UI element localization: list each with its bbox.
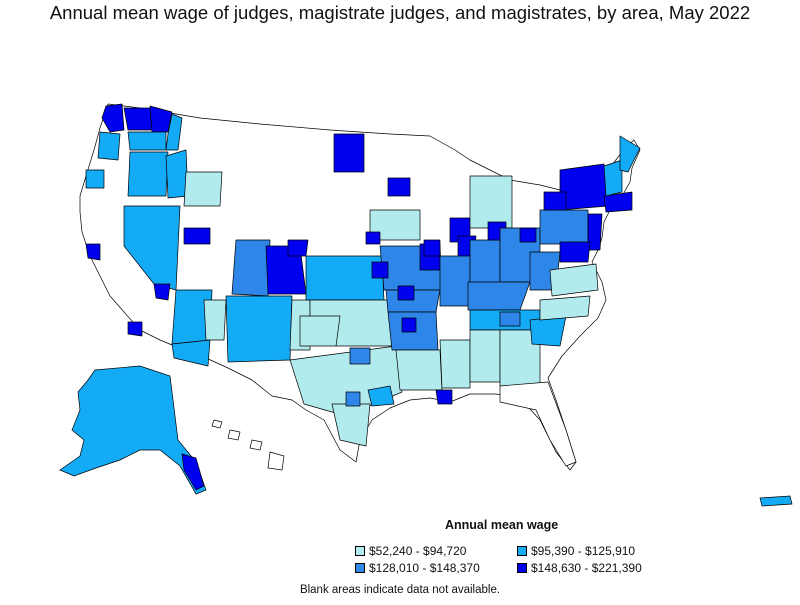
- region-ms: [439, 339, 471, 389]
- map-title: Annual mean wage of judges, magistrate j…: [49, 2, 751, 23]
- region-la: [395, 349, 443, 391]
- legend-swatch-tier2: [517, 546, 527, 556]
- legend-item-tier2: $95,390 - $125,910: [517, 544, 635, 558]
- region-tn-east: [499, 311, 521, 327]
- region-tx-houston: [367, 385, 395, 407]
- region-tx-dallas: [349, 347, 371, 365]
- region-co-west: [231, 239, 271, 297]
- region-ca-bay: [85, 243, 101, 261]
- blank-areas-note: Blank areas indicate data not available.: [299, 584, 501, 596]
- legend-label-tier3: $128,010 - $148,370: [369, 561, 480, 575]
- region-la-neworleans: [435, 389, 453, 405]
- region-tx-sanantonio: [345, 391, 361, 407]
- region-wa-east: [165, 113, 183, 151]
- legend-item-tier3: $128,010 - $148,370: [355, 561, 480, 575]
- region-me: [619, 135, 641, 173]
- legend-item-tier1: $52,240 - $94,720: [355, 544, 466, 558]
- region-wa-seattle: [123, 107, 153, 131]
- legend-label-tier4: $148,630 - $221,390: [531, 561, 642, 575]
- region-nc: [539, 295, 591, 321]
- region-ky: [467, 281, 531, 311]
- region-wa-west: [101, 103, 125, 133]
- region-wa-north: [149, 105, 173, 133]
- region-vt-nh: [603, 159, 623, 197]
- region-wa-central: [127, 131, 167, 151]
- region-sc: [529, 315, 567, 347]
- legend-swatch-tier4: [517, 563, 527, 573]
- region-md: [559, 241, 591, 263]
- puerto-rico: [759, 495, 793, 507]
- region-nv-south: [153, 283, 171, 301]
- region-co-central: [287, 239, 309, 257]
- region-ar-central: [401, 317, 417, 333]
- legend-label-tier1: $52,240 - $94,720: [369, 544, 467, 558]
- region-il: [439, 255, 471, 307]
- region-mo-sw: [397, 285, 415, 301]
- legend-swatch-tier3: [355, 563, 365, 573]
- region-pa: [539, 209, 589, 245]
- region-oh-cleveland: [519, 227, 537, 243]
- legend-label-tier2: $95,390 - $125,910: [531, 544, 636, 558]
- region-ca-la: [127, 321, 143, 337]
- region-ne-omaha: [365, 231, 381, 245]
- hawaii-maui: [249, 439, 263, 451]
- hawaii-kauai: [211, 419, 223, 429]
- region-mo-kc: [371, 261, 389, 279]
- region-or-coast: [97, 131, 121, 161]
- region-nd-east: [333, 133, 365, 173]
- legend-swatch-tier1: [355, 546, 365, 556]
- hawaii-oahu: [227, 429, 241, 441]
- region-ia: [369, 209, 421, 241]
- region-nm: [225, 295, 293, 363]
- region-fl: [499, 381, 577, 467]
- legend-item-tier4: $148,630 - $221,390: [517, 561, 642, 575]
- region-mn: [387, 177, 411, 197]
- region-ny-west: [543, 191, 567, 211]
- region-nj: [587, 213, 603, 251]
- region-id-south: [183, 171, 223, 207]
- region-az-east: [203, 299, 227, 341]
- region-or-south: [85, 169, 105, 189]
- region-ny: [559, 163, 609, 211]
- alaska-main: [59, 365, 207, 495]
- region-mi: [469, 175, 513, 229]
- region-al: [469, 329, 501, 383]
- region-ct-ma: [603, 191, 633, 213]
- region-tx-north: [299, 315, 341, 347]
- region-il-peoria: [423, 239, 441, 257]
- region-va: [549, 263, 599, 297]
- region-or-central: [127, 151, 169, 197]
- region-az-south: [171, 339, 211, 367]
- hawaii-big-island: [267, 451, 285, 471]
- region-ut-slc: [183, 227, 211, 245]
- legend-title: Annual mean wage: [445, 518, 559, 532]
- alaska-panhandle: [181, 453, 205, 491]
